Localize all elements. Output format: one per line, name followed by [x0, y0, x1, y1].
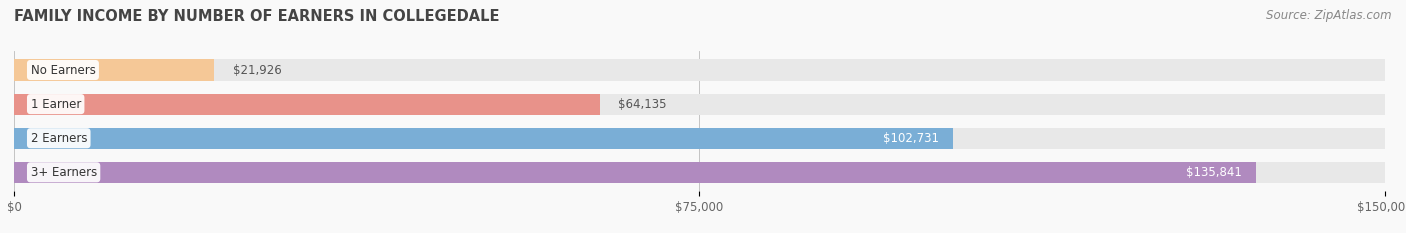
Text: 2 Earners: 2 Earners	[31, 132, 87, 145]
Text: $21,926: $21,926	[233, 64, 281, 76]
Bar	[14, 93, 1385, 115]
Text: $64,135: $64,135	[619, 98, 666, 111]
Text: 3+ Earners: 3+ Earners	[31, 166, 97, 179]
Text: No Earners: No Earners	[31, 64, 96, 76]
Bar	[14, 128, 1385, 149]
Bar	[14, 59, 215, 81]
Text: FAMILY INCOME BY NUMBER OF EARNERS IN COLLEGEDALE: FAMILY INCOME BY NUMBER OF EARNERS IN CO…	[14, 9, 499, 24]
Text: $102,731: $102,731	[883, 132, 939, 145]
Bar	[14, 162, 1256, 183]
Text: $135,841: $135,841	[1185, 166, 1241, 179]
Bar	[14, 128, 953, 149]
Text: Source: ZipAtlas.com: Source: ZipAtlas.com	[1267, 9, 1392, 22]
Bar	[14, 93, 600, 115]
Text: 1 Earner: 1 Earner	[31, 98, 82, 111]
Bar	[14, 162, 1385, 183]
Bar	[14, 59, 1385, 81]
